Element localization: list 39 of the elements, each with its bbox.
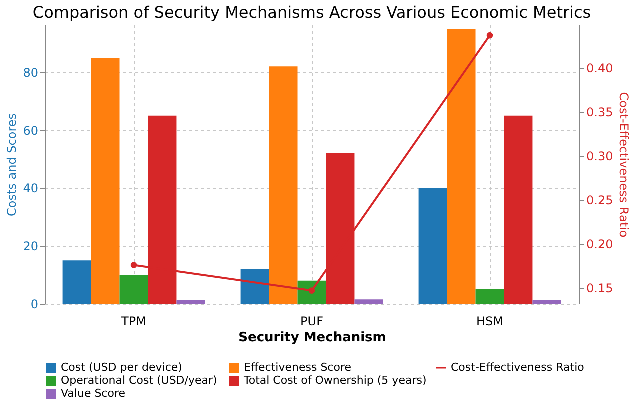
y-tick-label: 40 <box>23 182 38 196</box>
y-axis-title: Costs and Scores <box>5 114 20 216</box>
bar <box>62 260 92 304</box>
y-tick-label: 80 <box>23 66 38 80</box>
bar <box>120 275 148 304</box>
x-axis-title: Security Mechanism <box>238 330 386 346</box>
bar <box>176 300 206 304</box>
y-tick-label: 60 <box>23 124 38 138</box>
bar <box>91 58 120 304</box>
bar <box>447 29 476 304</box>
bar <box>354 300 384 304</box>
bar <box>240 269 270 304</box>
y2-tick-label: 0.30 <box>586 150 614 164</box>
legend-label: Total Cost of Ownership (5 years) <box>243 374 427 387</box>
y-tick-label: 0 <box>30 298 38 312</box>
x-tick-label: HSM <box>476 314 504 328</box>
bar <box>418 188 448 304</box>
legend-label: Cost (USD per device) <box>61 361 182 374</box>
point <box>486 32 494 39</box>
y2-tick-label: 0.40 <box>586 62 614 76</box>
chart-title: Comparison of Security Mechanisms Across Various Economic Metrics <box>32 3 592 22</box>
bar <box>476 290 504 304</box>
legend-label: Value Score <box>61 387 126 400</box>
bar <box>504 116 533 304</box>
y2-tick-label: 0.25 <box>586 194 614 208</box>
y-tick-label: 20 <box>23 240 38 254</box>
point <box>130 262 138 268</box>
y2-tick-label: 0.15 <box>586 282 614 296</box>
legend-label: Cost-Effectiveness Ratio <box>451 361 585 374</box>
bar <box>269 66 298 304</box>
y2-axis-title: Cost-Effectiveness Ratio <box>617 92 632 238</box>
bar <box>532 300 562 304</box>
y2-tick-label: 0.20 <box>586 238 614 252</box>
x-tick-label: TPM <box>120 314 146 328</box>
legend-label: Operational Cost (USD/year) <box>61 374 218 387</box>
y2-tick-label: 0.35 <box>586 106 614 120</box>
point <box>308 288 316 294</box>
x-tick-label: PUF <box>300 314 324 328</box>
legend-label: Effectiveness Score <box>244 361 352 374</box>
